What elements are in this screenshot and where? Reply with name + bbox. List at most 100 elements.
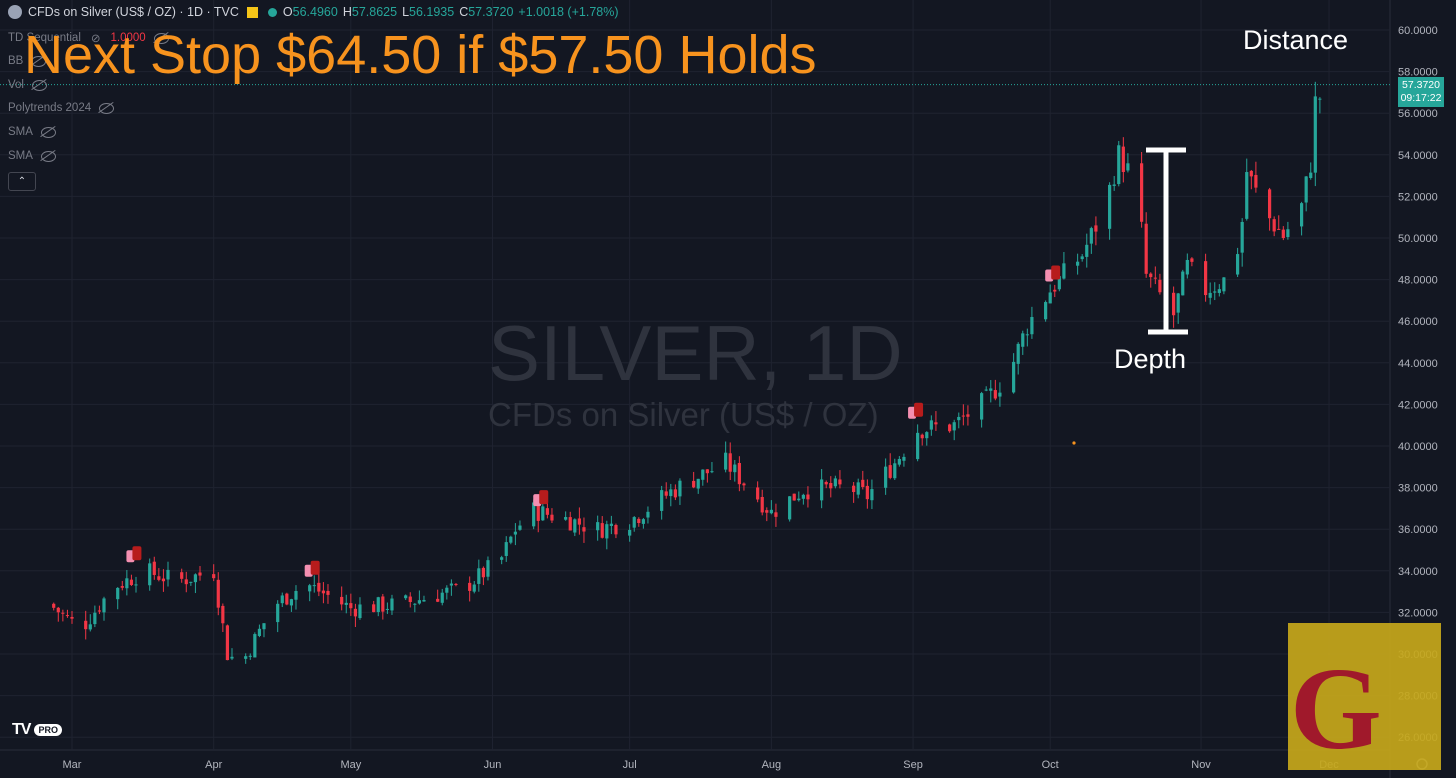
candle-body	[1153, 277, 1157, 279]
indicator-name: TD Sequential	[8, 32, 81, 44]
symbol-title[interactable]: CFDs on Silver (US$ / OZ) · 1D · TVC	[28, 5, 239, 19]
candle-body	[1121, 146, 1125, 173]
candle-body	[308, 585, 312, 592]
candle-body	[1249, 170, 1253, 177]
candle-body	[852, 485, 856, 493]
candle-body	[248, 655, 252, 657]
candle-body	[902, 456, 906, 461]
candle-body	[733, 464, 737, 473]
candle-body	[1117, 145, 1121, 185]
candle-body	[294, 590, 298, 600]
open-value: 56.4960	[292, 5, 338, 19]
candle-body	[1021, 333, 1025, 347]
eye-off-icon[interactable]	[32, 79, 47, 91]
candle-body	[1313, 96, 1317, 173]
x-tick-label: Oct	[1042, 759, 1059, 771]
candle-body	[52, 603, 56, 608]
candle-body	[765, 510, 769, 513]
candle-body	[966, 414, 970, 417]
x-tick-label: Mar	[63, 759, 82, 771]
candle-body	[1053, 289, 1057, 292]
candle-body	[797, 498, 801, 501]
candle-body	[870, 489, 874, 501]
y-tick-label: 40.0000	[1398, 441, 1438, 453]
y-tick-label: 58.0000	[1398, 67, 1438, 79]
eye-off-icon[interactable]: ⊘	[90, 33, 101, 45]
flag-icon[interactable]	[246, 6, 258, 18]
candle-body	[641, 519, 645, 524]
eye-off-icon[interactable]	[40, 150, 56, 162]
indicator-name: Polytrends 2024	[8, 102, 92, 114]
eye-off-icon[interactable]	[40, 126, 56, 138]
candle-body	[573, 519, 577, 533]
x-tick-label: Nov	[1191, 759, 1211, 771]
y-tick-label: 34.0000	[1398, 566, 1438, 578]
candle-body	[673, 489, 677, 498]
candle-body	[253, 634, 257, 658]
eye-off-icon[interactable]	[153, 32, 169, 44]
candle-body	[888, 465, 892, 478]
candle-body	[1048, 292, 1052, 304]
candle-body	[340, 596, 344, 605]
candle-body	[353, 608, 358, 617]
indicator-vol[interactable]: Vol	[8, 79, 47, 91]
candle-body	[916, 432, 920, 460]
candle-body	[70, 616, 74, 619]
candle-body	[193, 574, 198, 583]
candle-body	[372, 604, 376, 613]
candle-body	[1213, 291, 1217, 293]
y-tick-label: 60.0000	[1398, 25, 1438, 37]
candle-body	[1217, 289, 1221, 293]
indicator-td-sequential[interactable]: TD Sequential ⊘ 1.0000	[8, 31, 169, 45]
candle-body	[669, 489, 673, 497]
candle-body	[440, 592, 444, 603]
candle-body	[97, 610, 102, 612]
candle-body	[198, 572, 202, 576]
candle-body	[1080, 256, 1084, 260]
candle-body	[84, 620, 88, 630]
y-tick-label: 52.0000	[1398, 191, 1438, 203]
candle-body	[724, 452, 728, 470]
indicator-bb[interactable]: BB	[8, 55, 47, 67]
tradingview-logo[interactable]: TV PRO	[12, 721, 62, 739]
candle-body	[1240, 221, 1244, 253]
eye-off-icon[interactable]	[99, 102, 115, 114]
candle-body	[920, 434, 924, 439]
candle-body	[1089, 228, 1093, 244]
candle-body	[312, 585, 316, 587]
candle-body	[536, 503, 540, 521]
overlay-title: Next Stop $64.50 if $57.50 Holds	[24, 25, 817, 85]
candle-body	[120, 586, 124, 588]
indicator-polytrends[interactable]: Polytrends 2024	[8, 102, 115, 114]
candle-body	[1318, 98, 1322, 100]
candle-body	[472, 584, 476, 592]
candle-body	[93, 612, 97, 625]
candle-body	[385, 608, 389, 610]
y-tick-label: 42.0000	[1398, 399, 1438, 411]
eye-off-icon[interactable]	[31, 55, 47, 67]
candle-body	[390, 598, 394, 611]
candle-body	[166, 569, 170, 580]
candle-body	[838, 479, 842, 485]
y-tick-label: 56.0000	[1398, 108, 1438, 120]
candle-body	[1245, 172, 1249, 219]
candle-body	[1208, 292, 1212, 298]
candle-body	[1012, 361, 1016, 393]
candle-body	[116, 587, 120, 600]
candle-body	[957, 416, 961, 421]
candle-body	[1281, 229, 1285, 238]
td-marker-red	[1051, 265, 1061, 280]
indicator-sma-1[interactable]: SMA	[8, 126, 56, 138]
candle-body	[760, 496, 764, 513]
collapse-indicators-button[interactable]: ⌃	[8, 172, 36, 191]
candle-body	[1222, 277, 1226, 292]
tv-brand: TV	[12, 721, 31, 738]
candle-body	[1190, 258, 1194, 262]
candle-body	[710, 471, 714, 473]
y-tick-label: 36.0000	[1398, 524, 1438, 536]
candle-body	[660, 490, 664, 511]
candle-body	[532, 502, 536, 527]
indicator-sma-2[interactable]: SMA	[8, 150, 56, 162]
y-tick-label: 46.0000	[1398, 316, 1438, 328]
